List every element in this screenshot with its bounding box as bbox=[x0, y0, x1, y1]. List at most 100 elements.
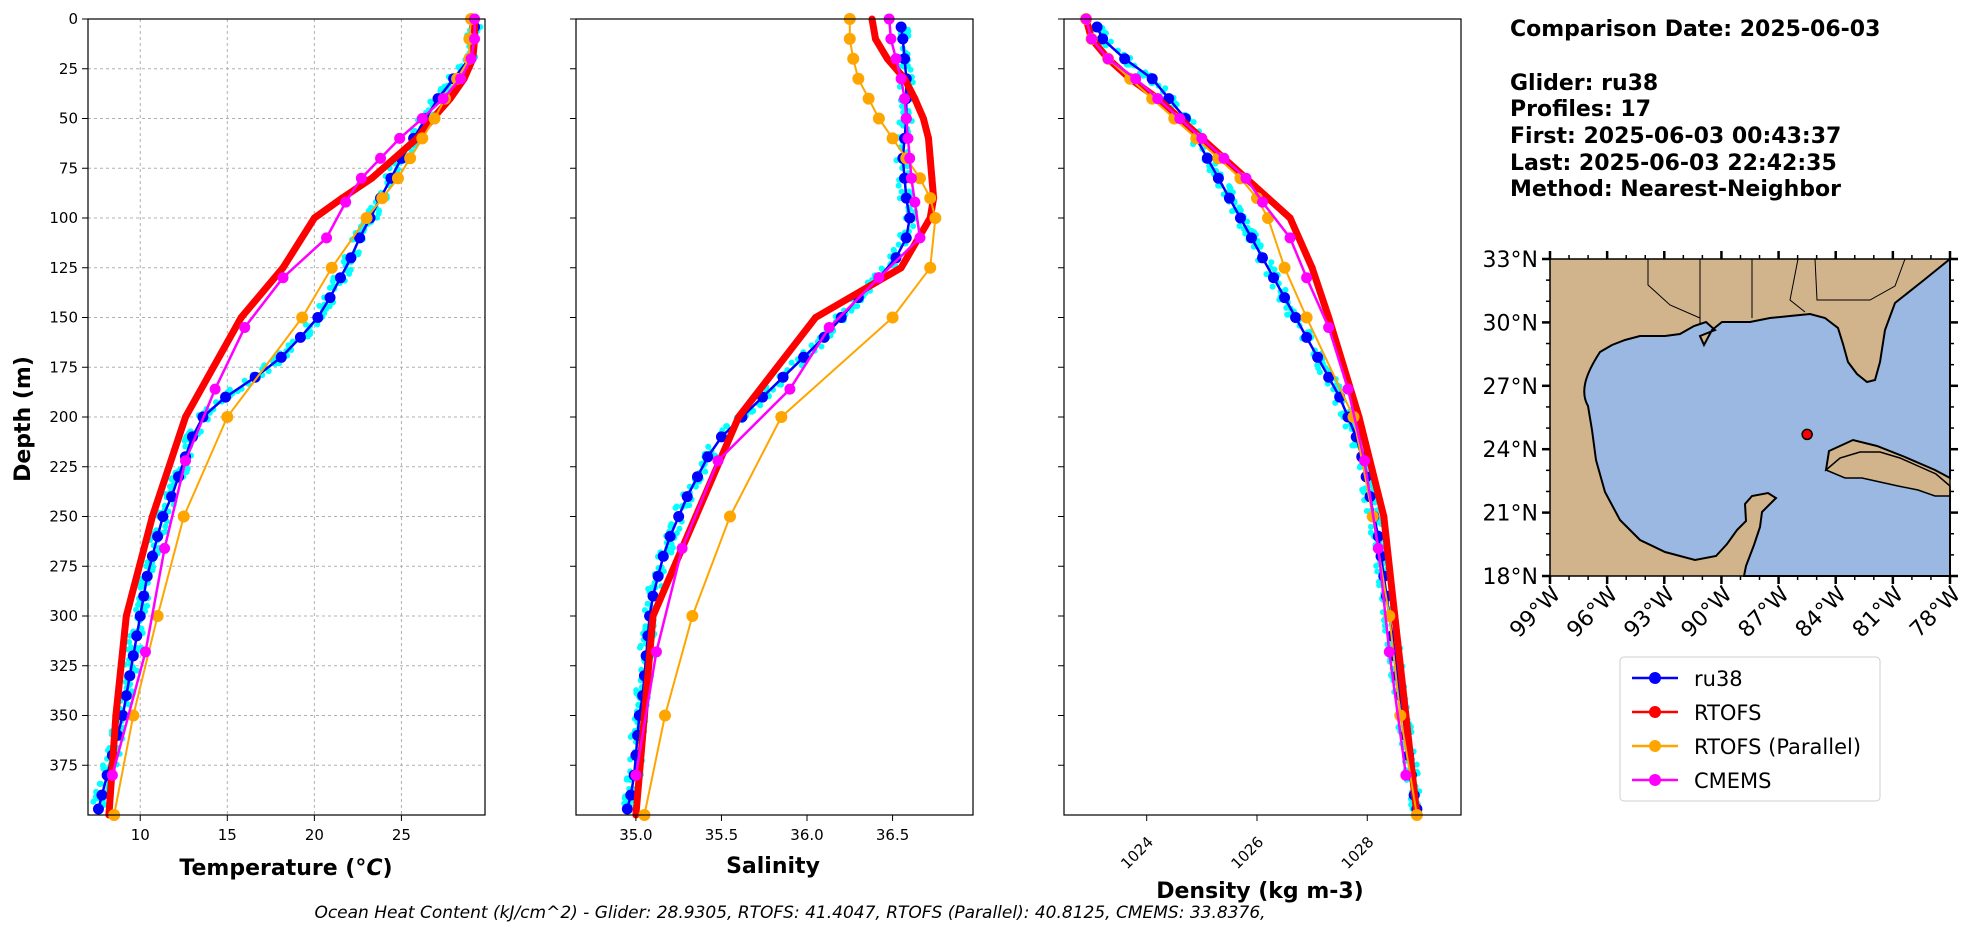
glider-raw-point bbox=[1367, 523, 1374, 530]
glider-raw-point bbox=[895, 182, 902, 189]
series-point bbox=[1278, 261, 1291, 274]
series-line-rtofs bbox=[1082, 18, 1421, 816]
glider-raw-point bbox=[127, 644, 134, 651]
series-point bbox=[1257, 252, 1268, 264]
glider-raw-point bbox=[898, 188, 905, 195]
series-line-cmems bbox=[634, 18, 922, 776]
series-point bbox=[899, 93, 911, 105]
series-point bbox=[151, 610, 164, 622]
series-point bbox=[1130, 73, 1142, 85]
glider-raw-point bbox=[1107, 38, 1114, 45]
series-point bbox=[886, 311, 899, 324]
series-point bbox=[1400, 769, 1412, 781]
series-point bbox=[843, 32, 856, 45]
state-borders bbox=[1647, 258, 1906, 325]
series-point bbox=[904, 152, 916, 164]
series-point bbox=[148, 513, 156, 520]
series-point bbox=[890, 53, 902, 65]
series-point bbox=[277, 272, 289, 284]
x-tick-label: 36.5 bbox=[876, 826, 909, 844]
series-point bbox=[1301, 272, 1313, 284]
series-point bbox=[913, 172, 926, 185]
glider-raw-point bbox=[99, 762, 106, 769]
legend: ru38 RTOFS RTOFS (Parallel) CMEMS bbox=[1619, 656, 1881, 802]
series-point bbox=[122, 612, 130, 620]
glider-raw-point bbox=[636, 644, 643, 651]
series-point bbox=[647, 590, 659, 602]
y-tick-label: 225 bbox=[49, 458, 78, 476]
series-point bbox=[823, 321, 835, 333]
glider-raw-point bbox=[1244, 218, 1251, 225]
legend-label: RTOFS (Parallel) bbox=[1694, 735, 1861, 759]
glider-raw-point bbox=[854, 303, 861, 310]
y-tick-label: 75 bbox=[59, 159, 78, 177]
series-point bbox=[812, 314, 820, 321]
temperature-axis-label: Temperature (°C) bbox=[179, 856, 392, 881]
series-point bbox=[112, 712, 120, 719]
series-point bbox=[345, 252, 357, 264]
first-time: First: 2025-06-03 00:43:37 bbox=[1510, 124, 1841, 149]
series-point bbox=[657, 550, 669, 562]
series-point bbox=[897, 33, 909, 45]
glider-raw-point bbox=[1342, 423, 1349, 430]
glider-raw-point bbox=[724, 423, 731, 430]
y-tick-label: 300 bbox=[49, 607, 78, 625]
series-point bbox=[784, 383, 796, 395]
series-point bbox=[1102, 53, 1114, 65]
series-point bbox=[1234, 212, 1246, 224]
legend-swatch-marker bbox=[1649, 774, 1661, 786]
series-line-cmems bbox=[1084, 18, 1408, 776]
series-point bbox=[416, 132, 429, 145]
series-point bbox=[1257, 196, 1268, 208]
y-tick-label: 0 bbox=[68, 10, 78, 28]
series-point bbox=[902, 132, 914, 144]
glider-raw-point bbox=[750, 408, 757, 415]
x-tick-label: 1024 bbox=[1117, 833, 1157, 873]
map-lon-label: 84°W bbox=[1791, 582, 1852, 643]
series-point bbox=[885, 33, 897, 45]
map-lat-label: 33°N bbox=[1483, 248, 1538, 273]
glider-raw-point bbox=[182, 443, 189, 450]
glider-raw-point bbox=[1271, 266, 1278, 273]
series-point bbox=[279, 264, 287, 272]
glider-raw-point bbox=[1316, 369, 1323, 376]
series-point bbox=[890, 252, 902, 264]
profile-count: Profiles: 17 bbox=[1510, 97, 1651, 122]
series-point bbox=[658, 709, 671, 722]
glider-raw-point bbox=[375, 210, 382, 217]
map-frame bbox=[1549, 258, 1951, 577]
series-point bbox=[871, 35, 879, 43]
series-point bbox=[1218, 152, 1230, 164]
glider-raw-point bbox=[1376, 582, 1383, 589]
series-point bbox=[1323, 371, 1335, 383]
series-point bbox=[404, 152, 417, 165]
glider-raw-point bbox=[705, 443, 712, 450]
map-lon-label: 93°W bbox=[1620, 582, 1681, 643]
location-map: 33°N 30°N 27°N 24°N 21°N 18°N99°W96°W93°W90°W… bbox=[1483, 248, 1967, 643]
series-point bbox=[209, 383, 221, 395]
series-point bbox=[296, 311, 309, 324]
series-point bbox=[649, 612, 657, 620]
series-point bbox=[883, 55, 891, 63]
series-point bbox=[630, 769, 642, 781]
glider-raw-point bbox=[1283, 304, 1290, 311]
y-tick-label: 50 bbox=[59, 110, 78, 128]
series-point bbox=[911, 95, 919, 103]
temperature-panel: 0 25 50 75 100 125 150 175 200 225 250 275 300 325 350… bbox=[49, 10, 486, 844]
series-point bbox=[152, 530, 164, 542]
series-point bbox=[1245, 232, 1257, 244]
legend-label: ru38 bbox=[1694, 667, 1743, 691]
glider-raw-point bbox=[633, 687, 640, 694]
series-point bbox=[900, 192, 912, 204]
map-lat-label: 18°N bbox=[1483, 565, 1538, 590]
series-point bbox=[120, 690, 132, 702]
series-point bbox=[914, 232, 926, 244]
series-point bbox=[1146, 73, 1158, 85]
x-tick-label: 1028 bbox=[1338, 833, 1378, 873]
series-point bbox=[325, 261, 338, 274]
map-lat-label: 27°N bbox=[1483, 375, 1538, 400]
series-point bbox=[141, 570, 153, 582]
series-point bbox=[334, 272, 346, 284]
glider-raw-point bbox=[90, 798, 97, 805]
series-point bbox=[368, 174, 376, 182]
